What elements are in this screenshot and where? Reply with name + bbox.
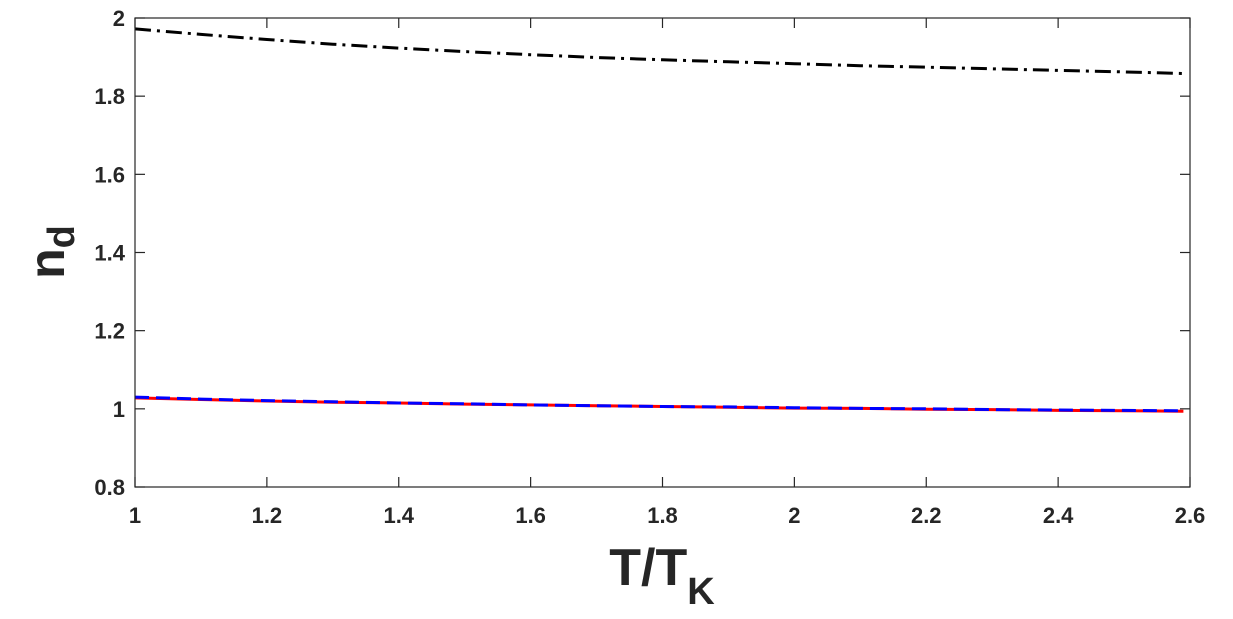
x-tick-label: 1 bbox=[129, 503, 141, 528]
x-tick-label: 2.2 bbox=[911, 503, 942, 528]
series-line-3 bbox=[134, 395, 1184, 413]
x-tick-label: 1.2 bbox=[252, 503, 283, 528]
y-axis-label-subscript: d bbox=[41, 225, 83, 248]
x-tick-label: 1.4 bbox=[383, 503, 414, 528]
x-tick-label: 1.6 bbox=[515, 503, 546, 528]
y-tick-label: 0.8 bbox=[94, 475, 125, 500]
ticks-layer: 1 1.2 1.4 1.6 1.8 2 2.2 2.4 2.60.811.21.41.61.82 bbox=[94, 6, 1205, 528]
y-axis-label-group: nd bbox=[19, 225, 83, 279]
y-axis-label-main: n bbox=[19, 248, 75, 279]
x-axis-label: T/TK bbox=[609, 539, 715, 613]
x-tick-label: 2.4 bbox=[1043, 503, 1074, 528]
axes-box bbox=[134, 17, 1191, 488]
x-axis-label-subscript: K bbox=[687, 571, 715, 613]
y-tick-label: 1.2 bbox=[94, 319, 125, 344]
series-layer bbox=[134, 27, 1184, 413]
y-tick-label: 1.6 bbox=[94, 162, 125, 187]
series-line-1 bbox=[134, 27, 1184, 75]
x-tick-label: 2 bbox=[788, 503, 800, 528]
x-tick-label: 2.6 bbox=[1175, 503, 1206, 528]
x-tick-label: 1.8 bbox=[647, 503, 678, 528]
y-tick-label: 1.8 bbox=[94, 84, 125, 109]
y-tick-label: 1 bbox=[113, 397, 125, 422]
y-axis-label: nd bbox=[19, 225, 83, 279]
x-axis-label-main: T/T bbox=[609, 539, 687, 597]
y-tick-label: 1.4 bbox=[94, 241, 125, 266]
y-tick-label: 2 bbox=[113, 6, 125, 31]
